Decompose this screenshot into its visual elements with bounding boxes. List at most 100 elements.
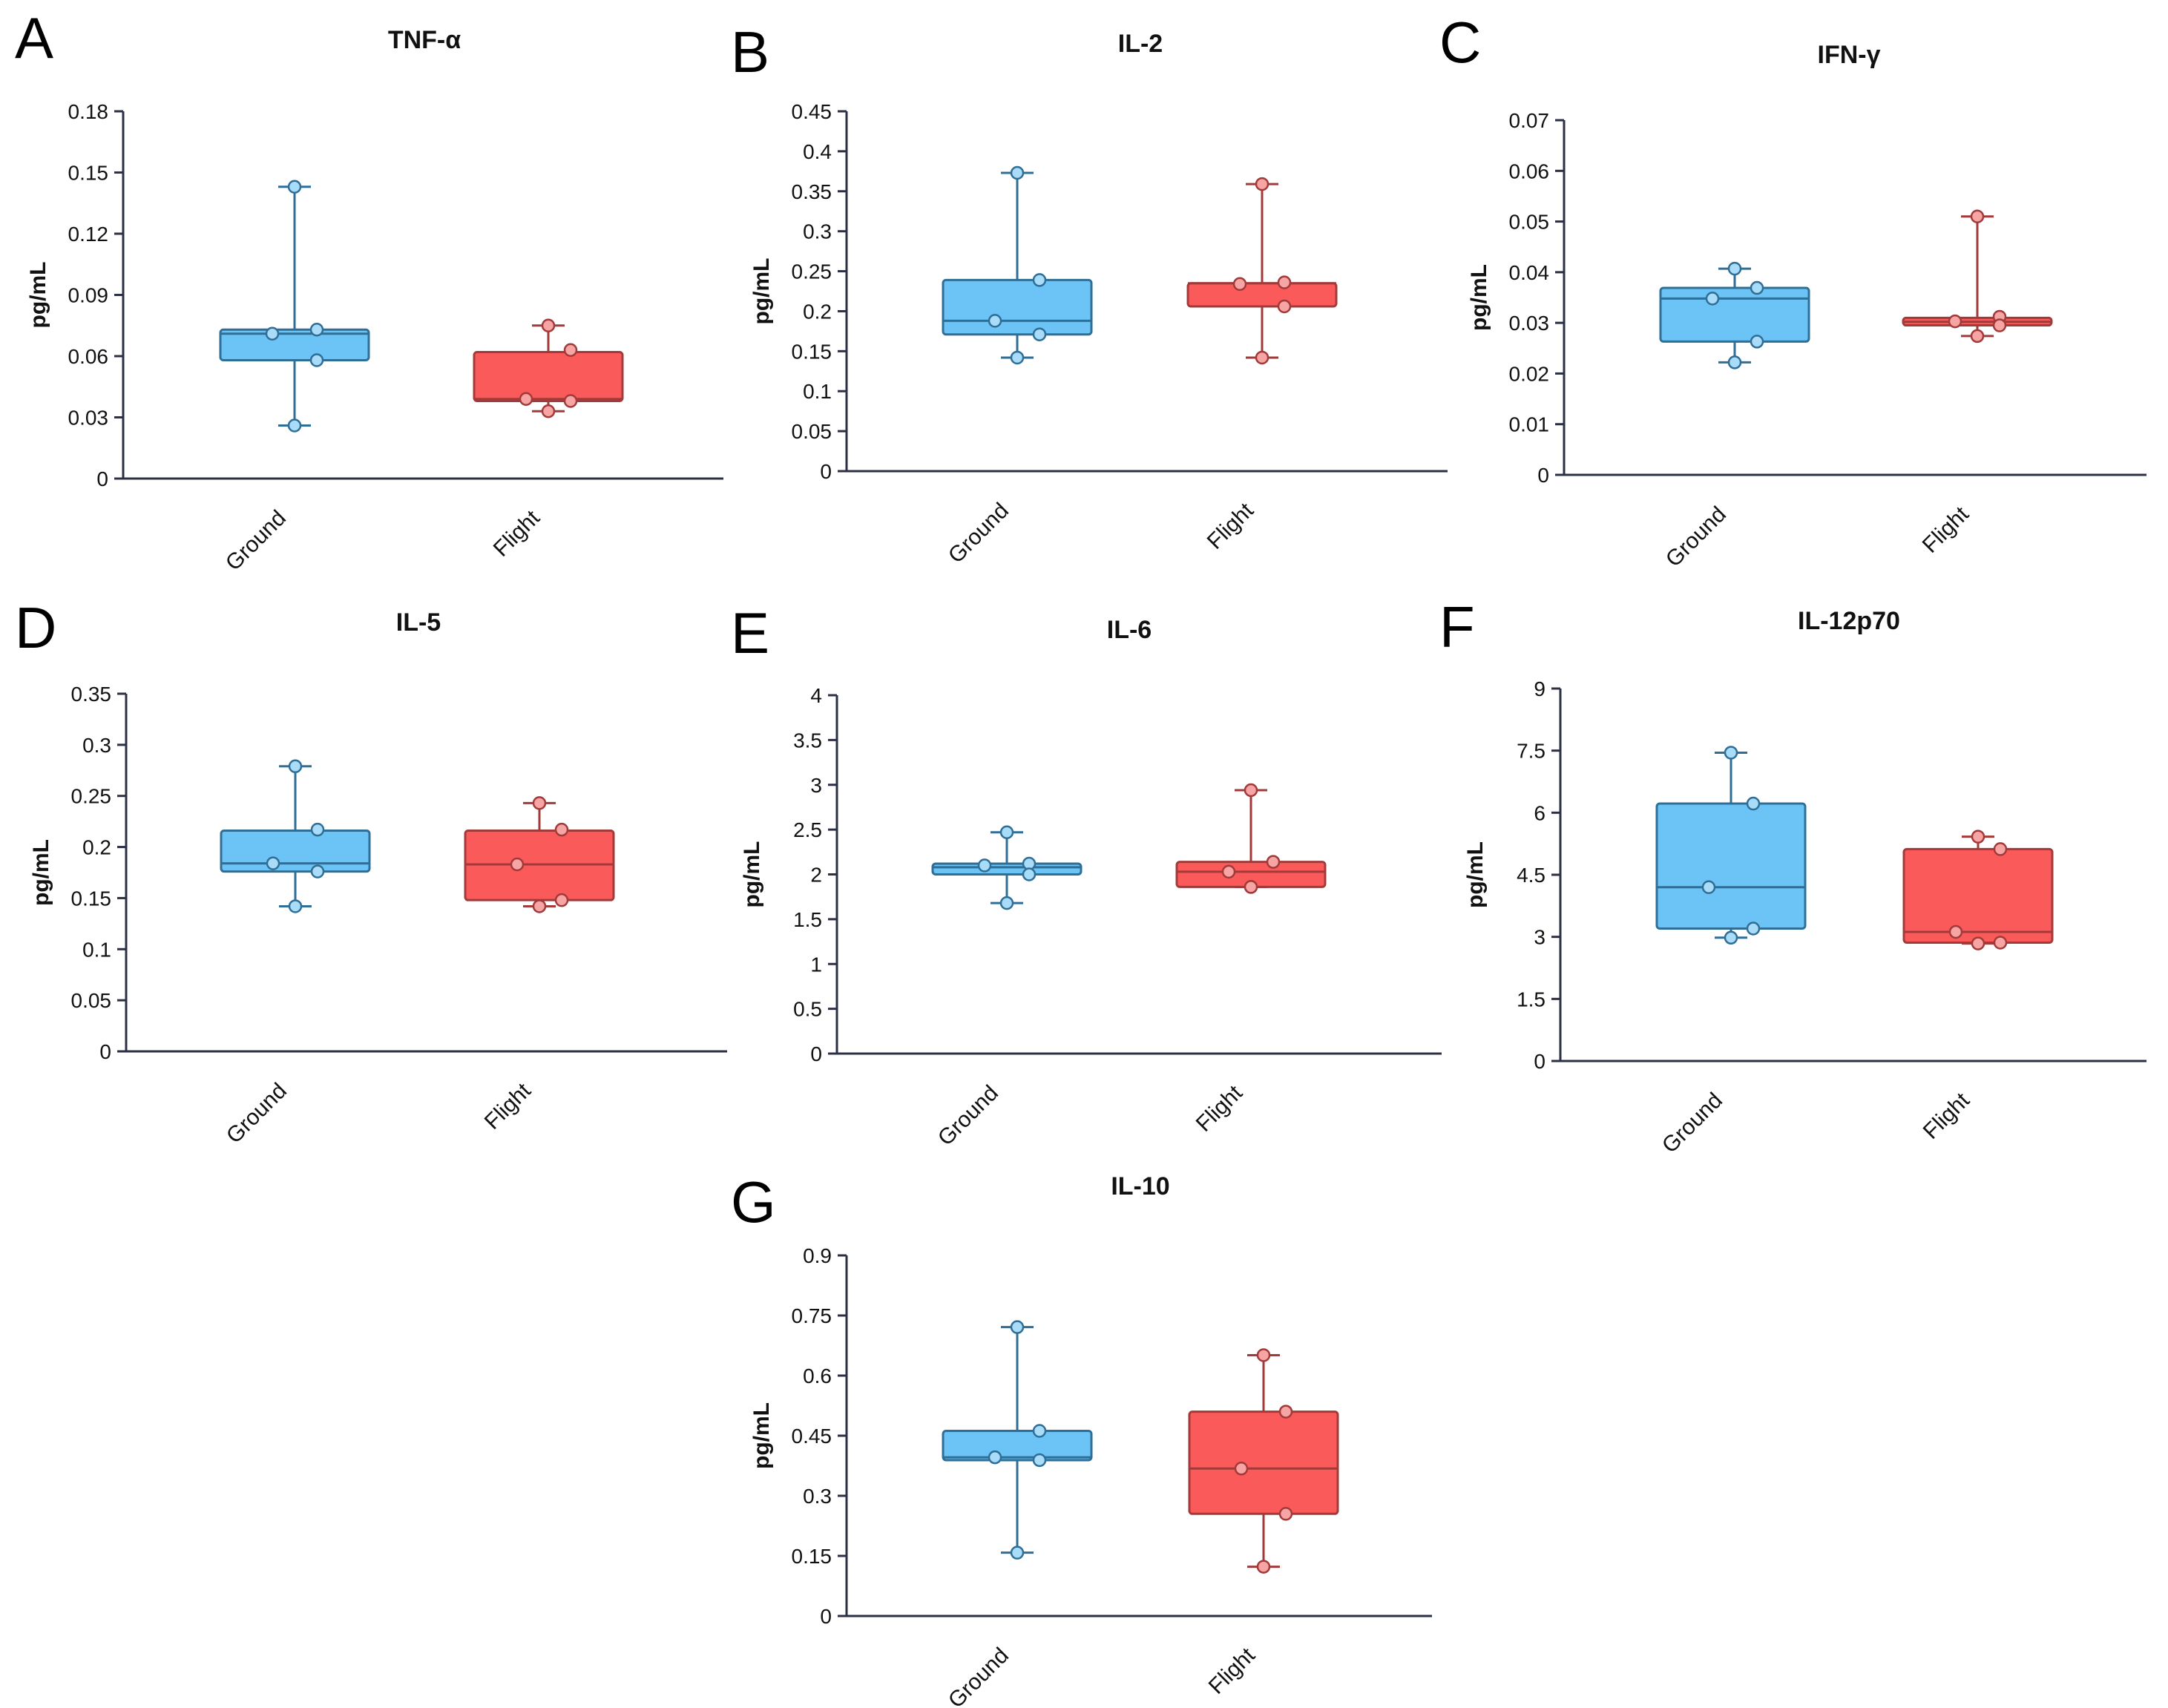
y-tick-label: 0: [1534, 1050, 1545, 1073]
y-tick-label: 0.07: [1509, 109, 1550, 132]
y-tick-label: 0.03: [1509, 312, 1550, 335]
y-tick-label: 4: [810, 684, 822, 707]
y-tick-label: 1.5: [793, 908, 822, 931]
y-tick-label: 0.45: [792, 100, 832, 123]
y-tick-label: 0.15: [792, 1545, 832, 1568]
y-tick-label: 0.35: [792, 180, 832, 203]
flight-category-label: Flight: [1918, 502, 1974, 558]
y-tick-label: 0.15: [792, 340, 832, 363]
y-tick-label: 0.25: [792, 260, 832, 283]
y-tick-label: 0.06: [68, 345, 109, 368]
box-iqr: [1188, 1410, 1339, 1515]
data-point: [1266, 855, 1281, 869]
flight-box-group: [1186, 177, 1338, 365]
box-iqr: [931, 862, 1083, 876]
y-tick-label: 0.02: [1509, 362, 1550, 385]
panel-letter: E: [731, 600, 769, 666]
data-point: [1277, 299, 1292, 314]
y-tick-label: 0.09: [68, 284, 109, 307]
data-point: [1746, 922, 1761, 936]
ground-category-label: Ground: [1658, 1088, 1727, 1158]
y-tick-label: 1: [810, 953, 822, 976]
y-tick-label: 0.15: [71, 887, 112, 910]
data-point: [1256, 1560, 1271, 1574]
panel-letter: G: [731, 1169, 776, 1235]
y-tick-label: 3: [1534, 926, 1545, 949]
data-point: [1701, 880, 1716, 894]
data-point: [554, 893, 569, 907]
chart-title: IFN-γ: [1818, 41, 1881, 69]
panel-letter: C: [1439, 10, 1481, 75]
data-point: [1993, 842, 2008, 856]
ground-category-label: Ground: [1661, 502, 1731, 572]
data-point: [309, 353, 324, 367]
data-point: [1278, 1405, 1293, 1419]
box-iqr: [1655, 802, 1807, 930]
data-point: [1724, 930, 1738, 945]
data-point: [1221, 864, 1236, 879]
chart-title: IL-6: [1107, 616, 1152, 644]
y-tick-label: 9: [1534, 677, 1545, 700]
box-iqr: [473, 351, 624, 402]
y-tick-label: 2.5: [793, 818, 822, 841]
data-point: [1948, 924, 1963, 939]
panel-letter: A: [15, 5, 53, 70]
data-point: [1232, 277, 1247, 292]
y-tick-label: 0.25: [71, 785, 112, 808]
panel-letter: B: [731, 19, 769, 85]
data-point: [541, 318, 556, 332]
y-tick-label: 0.3: [803, 220, 832, 243]
y-tick-label: 3.5: [793, 729, 822, 752]
y-tick-label: 0.1: [803, 380, 832, 403]
y-tick-label: 0.6: [803, 1364, 832, 1387]
data-point: [532, 796, 547, 810]
chart-title: TNF-α: [388, 26, 461, 54]
box-iqr: [942, 1430, 1093, 1462]
y-tick-label: 2: [810, 864, 822, 887]
data-point: [1750, 335, 1764, 349]
data-point: [1971, 936, 1985, 950]
y-tick-label: 0.15: [68, 162, 109, 185]
data-point: [1724, 746, 1738, 760]
data-point: [1244, 783, 1258, 798]
panel-g: G IL-10 pg/mL 0 0.15 0.3 0.45 0.6 0.75 0.9 Ground F…: [731, 1169, 1432, 1708]
data-point: [1032, 1424, 1047, 1438]
data-point: [1010, 165, 1025, 180]
y-tick-label: 0.05: [71, 989, 112, 1012]
ground-box-group: [942, 1320, 1093, 1560]
data-point: [288, 899, 303, 913]
flight-category-label: Flight: [1204, 1643, 1261, 1699]
y-tick-label: 3: [810, 774, 822, 797]
flight-box-group: [1902, 209, 2053, 344]
panel-f: F IL-12p70 pg/mL 0 1.5 3 4.5 6 7.5 9 Ground Flight: [1439, 594, 2146, 1158]
ground-box-group: [220, 759, 371, 913]
flight-category-label: Flight: [1919, 1088, 1975, 1144]
y-tick-label: 0.9: [803, 1244, 832, 1267]
y-tick-label: 0.45: [792, 1425, 832, 1448]
data-point: [1010, 1320, 1025, 1334]
chart-title: IL-5: [396, 608, 441, 637]
y-tick-label: 0.2: [82, 836, 111, 859]
chart-title: IL-2: [1118, 30, 1163, 58]
data-point: [1032, 327, 1047, 341]
y-tick-label: 0.3: [803, 1485, 832, 1508]
y-axis-label: pg/mL: [749, 1402, 774, 1469]
y-tick-label: 0: [820, 460, 832, 483]
data-point: [977, 858, 992, 873]
box-iqr: [220, 830, 371, 873]
panel-d: D IL-5 pg/mL 0 0.05 0.1 0.15 0.2 0.25 0.3 0.35 Grou…: [15, 595, 727, 1149]
ground-category-label: Ground: [944, 1643, 1014, 1708]
data-point: [1278, 1507, 1293, 1521]
y-axis-label: pg/mL: [29, 839, 53, 906]
y-tick-label: 0.18: [68, 100, 109, 123]
y-tick-label: 0: [99, 1040, 111, 1063]
y-tick-label: 0.06: [1509, 160, 1550, 183]
data-point: [519, 392, 533, 406]
data-point: [554, 822, 569, 837]
data-point: [1948, 314, 1962, 329]
y-tick-label: 0.4: [803, 140, 832, 163]
y-tick-label: 0.12: [68, 223, 109, 246]
ground-box-group: [1659, 261, 1810, 369]
y-tick-label: 0.75: [792, 1304, 832, 1327]
